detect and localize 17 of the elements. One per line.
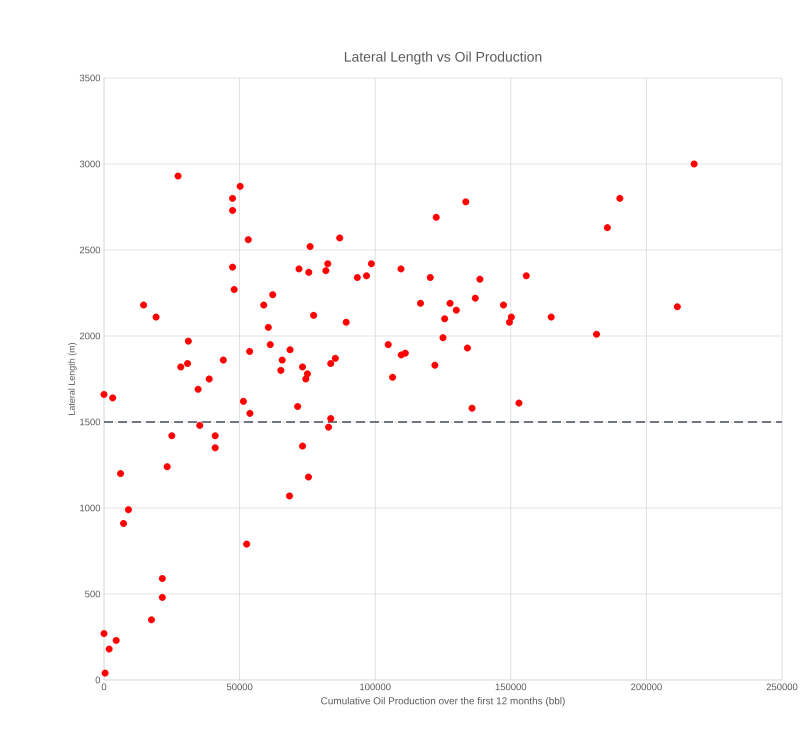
x-tick-label: 50000 [226,684,252,690]
x-tick-label: 0 [102,684,106,690]
x-axis-title: Cumulative Oil Production over the first 12 months (bbl) [321,697,565,706]
y-axis-title: Lateral Length (m) [68,342,77,415]
y-tick-label: 1500 [80,418,100,426]
y-tick-label: 2000 [80,332,100,340]
x-tick-label: 250000 [766,684,798,690]
y-tick-label: 1000 [80,504,100,512]
x-tick-label: 100000 [360,684,391,690]
chart-title: Lateral Length vs Oil Production [344,51,542,64]
x-tick-label: 200000 [631,684,662,690]
y-tick-label: 3500 [80,74,100,82]
x-tick-label: 150000 [496,684,526,690]
y-tick-label: 3000 [80,160,100,168]
y-tick-label: 0 [96,676,100,684]
y-tick-label: 2500 [80,246,100,254]
y-tick-label: 500 [85,590,100,598]
